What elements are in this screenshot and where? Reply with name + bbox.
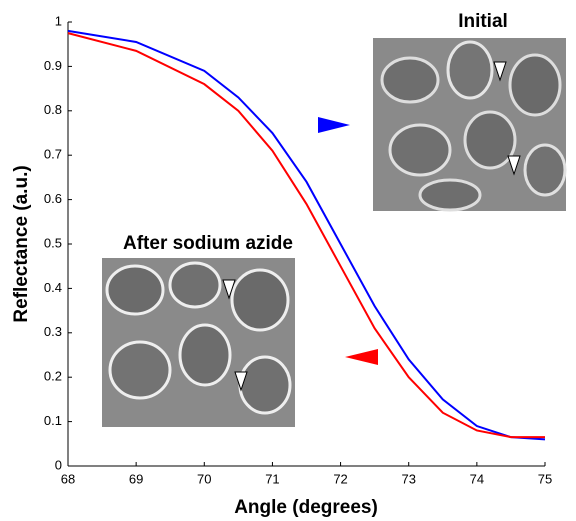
cell xyxy=(465,112,515,168)
cell xyxy=(448,42,492,98)
y-tick-label: 0.6 xyxy=(44,191,62,206)
y-tick-label: 0.7 xyxy=(44,147,62,162)
cell xyxy=(232,270,288,330)
cell xyxy=(180,325,230,385)
cell xyxy=(382,58,438,102)
x-tick-label: 68 xyxy=(61,471,75,486)
annotation: Initial xyxy=(458,11,508,32)
y-tick-label: 1 xyxy=(55,13,62,28)
x-tick-label: 71 xyxy=(265,471,279,486)
x-tick-label: 72 xyxy=(333,471,347,486)
x-tick-label: 69 xyxy=(129,471,143,486)
x-tick-label: 73 xyxy=(401,471,415,486)
y-tick-label: 0.8 xyxy=(44,102,62,117)
x-tick-label: 74 xyxy=(470,471,484,486)
annotation: After sodium azide xyxy=(123,233,293,254)
y-tick-label: 0.3 xyxy=(44,324,62,339)
arrow xyxy=(318,117,350,133)
cell xyxy=(107,266,163,314)
y-tick-label: 0.2 xyxy=(44,369,62,384)
y-tick-label: 0.4 xyxy=(44,280,62,295)
arrow xyxy=(345,349,378,365)
y-tick-label: 0.5 xyxy=(44,235,62,250)
cell xyxy=(525,145,565,195)
y-axis-label: Reflectance (a.u.) xyxy=(11,165,32,322)
cell xyxy=(240,357,290,413)
x-tick-label: 70 xyxy=(197,471,211,486)
inset-after: After sodium azide xyxy=(102,233,295,427)
cell xyxy=(110,342,170,398)
x-tick-label: 75 xyxy=(538,471,552,486)
y-tick-label: 0.9 xyxy=(44,58,62,73)
chart: Initial After sodium azide Angle (degree… xyxy=(0,0,576,521)
cell xyxy=(170,263,220,307)
cell xyxy=(390,125,450,175)
y-tick-label: 0.1 xyxy=(44,413,62,428)
x-axis-label: Angle (degrees) xyxy=(234,497,378,518)
cell xyxy=(510,55,560,115)
y-tick-label: 0 xyxy=(55,457,62,472)
cell xyxy=(420,180,480,210)
inset-initial: Initial xyxy=(373,11,566,211)
